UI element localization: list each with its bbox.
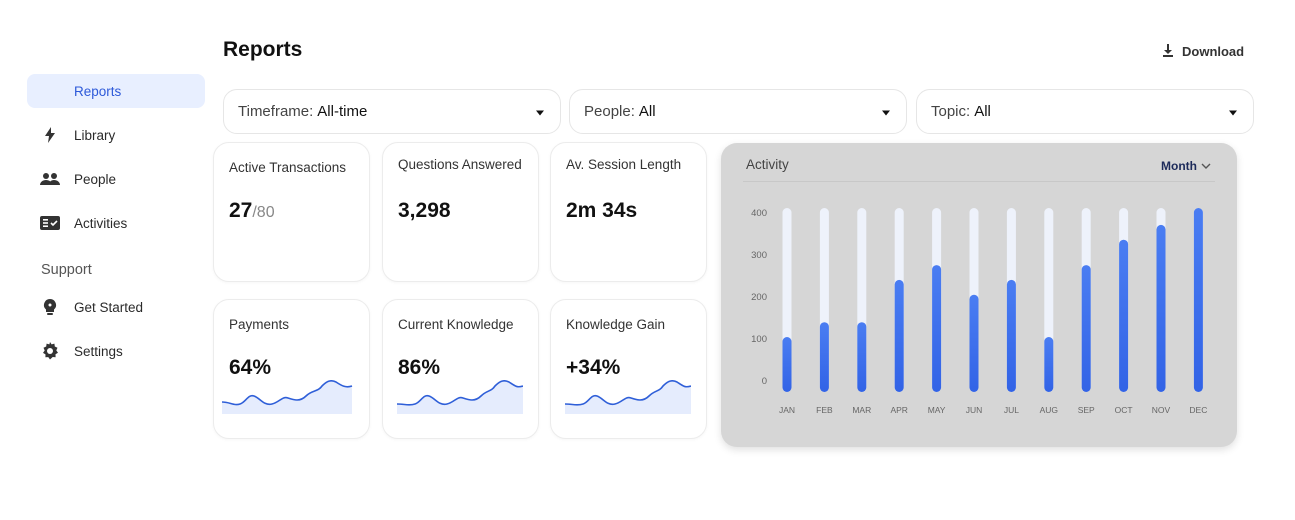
download-button[interactable]: Download [1160, 42, 1244, 61]
activity-bar-chart: 0 100 200 300 400 JAN FEB MAR APR MAY JUN JUL AUG SEP… [751, 208, 1207, 415]
sidebar-item-label: Get Started [74, 299, 144, 315]
x-tick-label: SEP [1078, 405, 1095, 415]
divider [743, 181, 1215, 182]
bar-dec[interactable] [1193, 208, 1203, 392]
sidebar-item-label: People [74, 171, 117, 187]
bar-oct[interactable] [1119, 239, 1129, 392]
bar-aug[interactable] [1044, 337, 1054, 392]
stat-label: Questions Answered [398, 157, 522, 172]
bar-jul[interactable] [1006, 279, 1016, 392]
people-icon [39, 170, 61, 188]
sidebar-item-label: Activities [74, 215, 128, 231]
stat-label: Current Knowledge [398, 317, 514, 332]
x-tick-label: DEC [1189, 405, 1207, 415]
stat-card-active-transactions: Active Transactions 27/80 [213, 142, 370, 282]
sidebar-item-label: Library [74, 127, 116, 143]
y-tick-label: 200 [751, 292, 767, 303]
stat-label: Knowledge Gain [566, 317, 666, 332]
stat-card-current-knowledge: Current Knowledge 86% [382, 299, 539, 439]
sidebar: Reports Library People Activities Suppor… [27, 74, 205, 378]
stat-total: /80 [252, 204, 275, 221]
caret-down-icon [1229, 110, 1237, 115]
bar-nov[interactable] [1156, 224, 1166, 392]
support-section-title: Support [41, 262, 92, 278]
sidebar-item-label: Reports [74, 83, 122, 99]
stat-card-payments: Payments 64% [213, 299, 370, 439]
y-tick-label: 400 [751, 208, 767, 219]
stat-card-knowledge-gain: Knowledge Gain +34% [550, 299, 707, 439]
sidebar-item-reports[interactable]: Reports [27, 74, 205, 108]
filter-key: Topic: [931, 103, 971, 120]
stat-value: 27/80 [229, 199, 275, 223]
gear-icon [39, 342, 61, 360]
sparkline [222, 380, 353, 414]
x-tick-label: JUL [1004, 405, 1019, 415]
sidebar-item-activities[interactable]: Activities [27, 206, 205, 240]
stat-card-session-length: Av. Session Length 2m 34s [550, 142, 707, 282]
x-tick-label: AUG [1040, 405, 1058, 415]
caret-down-icon [882, 110, 890, 115]
stat-label: Payments [229, 317, 290, 332]
activities-icon [39, 214, 61, 232]
sidebar-item-people[interactable]: People [27, 162, 205, 196]
stat-value: 86% [398, 356, 441, 379]
page-title: Reports [223, 38, 303, 61]
x-tick-label: MAR [852, 405, 871, 415]
period-dropdown[interactable]: Month [1161, 159, 1211, 173]
filter-key: Timeframe: [238, 103, 314, 120]
download-icon [1160, 42, 1176, 61]
stat-value: 3,298 [398, 199, 451, 222]
y-tick-label: 0 [762, 376, 767, 387]
bar-jan[interactable] [782, 337, 792, 392]
lightbulb-icon [39, 298, 61, 316]
y-tick-label: 300 [751, 250, 767, 261]
stat-value-number: 27 [229, 199, 253, 222]
lightning-icon [39, 126, 61, 144]
x-tick-label: APR [890, 405, 907, 415]
x-tick-label: JAN [779, 405, 795, 415]
people-filter[interactable]: People: All [569, 89, 907, 134]
sparkline [564, 380, 691, 414]
period-label: Month [1161, 159, 1197, 173]
x-tick-label: JUN [966, 405, 983, 415]
sidebar-item-settings[interactable]: Settings [27, 334, 205, 368]
x-tick-label: MAY [928, 405, 946, 415]
timeframe-filter[interactable]: Timeframe: All-time [223, 89, 561, 134]
x-tick-label: OCT [1115, 405, 1133, 415]
bar-jun[interactable] [969, 294, 979, 392]
filter-value: All [974, 103, 991, 120]
activity-panel: Activity Month 0 100 200 300 400 JAN FEB MAR APR… [721, 143, 1237, 447]
bar-feb[interactable] [819, 322, 829, 392]
activity-title: Activity [746, 157, 789, 172]
sidebar-item-get-started[interactable]: Get Started [27, 290, 205, 324]
topic-filter[interactable]: Topic: All [916, 89, 1254, 134]
bar-apr[interactable] [894, 279, 904, 392]
filter-value: All-time [317, 103, 368, 120]
x-tick-label: FEB [816, 405, 833, 415]
x-tick-label: NOV [1152, 405, 1171, 415]
sidebar-item-label: Settings [74, 343, 123, 359]
sidebar-item-library[interactable]: Library [27, 118, 205, 152]
y-tick-label: 100 [751, 334, 767, 345]
download-label: Download [1182, 44, 1245, 59]
caret-down-icon [536, 110, 544, 115]
filter-value: All [638, 103, 656, 120]
stat-value: +34% [566, 356, 621, 379]
stat-label: Active Transactions [229, 160, 347, 175]
filter-key: People: [584, 103, 635, 120]
sparkline [396, 380, 523, 414]
bar-mar[interactable] [857, 322, 867, 392]
bar-sep[interactable] [1081, 265, 1091, 392]
stat-card-questions-answered: Questions Answered 3,298 [382, 142, 539, 282]
stat-value: 2m 34s [566, 199, 638, 222]
stat-label: Av. Session Length [566, 157, 682, 172]
chevron-down-icon [1201, 159, 1211, 173]
stat-value: 64% [229, 356, 272, 379]
bar-may[interactable] [932, 265, 942, 392]
